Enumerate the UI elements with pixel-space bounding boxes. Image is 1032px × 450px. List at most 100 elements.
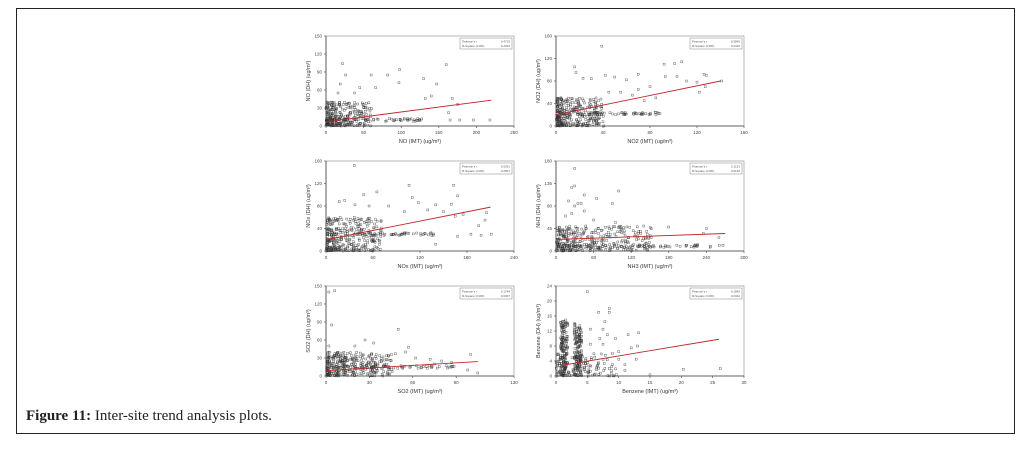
data-point (428, 358, 432, 361)
data-point (647, 245, 651, 248)
data-point (574, 367, 577, 371)
data-point (332, 359, 335, 363)
data-point (571, 108, 574, 111)
data-point (556, 120, 560, 123)
x-tick-label: 90 (454, 380, 460, 385)
data-point (330, 103, 334, 107)
data-point (373, 245, 377, 248)
data-point (623, 229, 626, 233)
data-point (326, 110, 329, 114)
data-point (570, 118, 573, 122)
data-point (354, 370, 357, 373)
data-point (438, 365, 441, 368)
data-point (385, 119, 388, 123)
data-point (631, 246, 635, 249)
data-point (608, 311, 611, 314)
data-point (624, 248, 627, 252)
data-point (362, 113, 365, 116)
data-point (578, 324, 582, 327)
data-point (355, 351, 358, 354)
y-tick-label: 160 (314, 159, 322, 164)
data-point (334, 233, 337, 236)
data-point (596, 248, 599, 251)
data-point (331, 101, 334, 104)
data-point (334, 217, 337, 220)
data-point (572, 244, 576, 248)
data-point (367, 120, 370, 123)
data-point (578, 104, 581, 107)
y-tick-label: 20 (547, 299, 553, 304)
chart-svg: 0 5 10 15 20 25 30 0 4 8 12 16 20 24 Benzene (IMT) (ug… (536, 284, 747, 396)
data-point (571, 101, 574, 104)
fit-line (560, 338, 720, 366)
data-point (575, 235, 578, 239)
plot-no: 0 50 100 150 200 250 0 30 60 90 120 150 NO (IMT) (ug… (302, 28, 527, 153)
data-point (557, 97, 560, 101)
data-point (638, 244, 642, 247)
data-point (476, 371, 480, 375)
data-point (327, 290, 331, 294)
data-point (332, 372, 335, 375)
y-tick-label: 4 (549, 359, 552, 364)
data-point (359, 110, 362, 113)
y-tick-label: 0 (549, 374, 552, 379)
data-point (636, 225, 639, 229)
legend-box (689, 37, 743, 50)
data-point (600, 44, 603, 48)
data-point (570, 246, 573, 249)
data-point (617, 244, 620, 247)
data-point (338, 222, 341, 226)
data-point (566, 234, 570, 237)
data-point (350, 374, 354, 377)
data-point (340, 113, 343, 116)
data-point (562, 228, 565, 232)
y-axis-label: NOx (DH) (ug/m³) (306, 184, 312, 228)
data-point (574, 342, 577, 346)
data-point (608, 249, 611, 252)
data-point (602, 243, 605, 246)
data-point (576, 113, 579, 116)
data-point (589, 364, 592, 368)
data-point (647, 243, 650, 247)
data-point (360, 229, 363, 232)
data-point (379, 357, 383, 360)
data-point (578, 342, 581, 345)
data-point (330, 229, 333, 233)
data-point (326, 249, 330, 253)
data-point (592, 98, 595, 101)
data-point (330, 245, 334, 249)
data-point (705, 227, 708, 230)
data-point (575, 244, 579, 248)
data-point (360, 117, 364, 120)
data-point (348, 119, 352, 123)
data-point (406, 231, 409, 235)
data-point (332, 241, 335, 245)
data-point (555, 97, 559, 100)
data-point (355, 246, 358, 249)
data-point (343, 359, 346, 363)
data-point (568, 124, 572, 127)
x-tick-label: 100 (397, 130, 405, 135)
data-point (589, 103, 592, 106)
data-point (596, 239, 600, 242)
data-point (581, 115, 584, 118)
data-point (346, 374, 350, 377)
data-point (594, 100, 597, 104)
data-point (685, 79, 688, 83)
legend-label: R-Square (COD) (462, 44, 484, 48)
data-point (555, 100, 558, 103)
data-point (629, 248, 632, 251)
data-point (564, 325, 567, 328)
data-point (331, 246, 334, 249)
data-point (609, 233, 612, 236)
data-point (348, 238, 351, 241)
legend-value: 0.0307 (501, 294, 511, 298)
data-point (611, 363, 614, 366)
data-point (557, 237, 561, 241)
data-point (414, 356, 417, 360)
data-point (718, 244, 721, 247)
data-point (361, 103, 365, 106)
data-point (564, 100, 568, 103)
data-point (358, 122, 361, 125)
data-point (608, 307, 611, 310)
